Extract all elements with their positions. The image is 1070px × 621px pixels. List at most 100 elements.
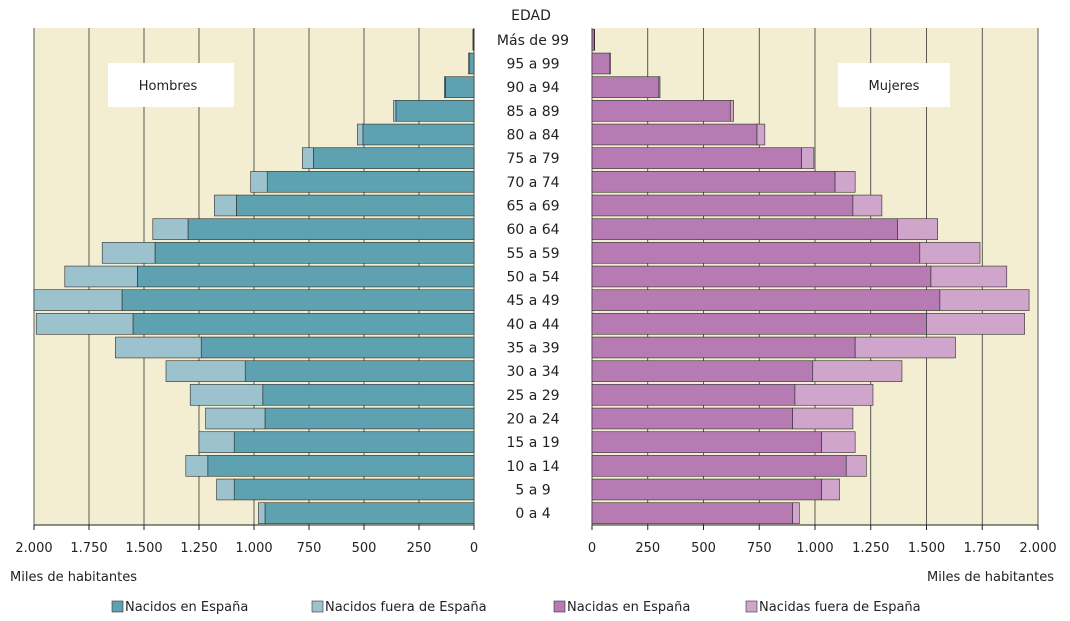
age-group-label: 95 a 99 xyxy=(506,57,559,73)
men-bar-foreign xyxy=(443,76,446,98)
women-bar-foreign xyxy=(756,123,766,146)
men-tick-label: 1.750 xyxy=(70,541,107,556)
men-bar-foreign xyxy=(250,171,268,193)
legend-swatch-women-foreign xyxy=(745,600,758,613)
women-tick-label: 250 xyxy=(635,541,660,556)
age-group-label: 50 a 54 xyxy=(506,270,559,286)
women-bar-native xyxy=(591,360,814,382)
age-group-label: 70 a 74 xyxy=(506,175,559,191)
age-group-label: 10 a 14 xyxy=(506,459,559,475)
legend-label-women-native: Nacidas en España xyxy=(567,600,690,615)
women-tick-label: 750 xyxy=(747,541,772,556)
age-group-label: 60 a 64 xyxy=(506,222,559,238)
women-bar-native xyxy=(591,76,660,98)
women-panel-label-box: Mujeres xyxy=(838,63,950,107)
women-panel-label: Mujeres xyxy=(869,79,920,94)
men-bar-native xyxy=(132,313,475,335)
men-bar-foreign xyxy=(185,455,209,477)
men-bar-native xyxy=(362,123,475,146)
legend-label-women-foreign: Nacidas fuera de España xyxy=(759,600,921,615)
men-bar-native xyxy=(244,360,475,382)
men-bar-foreign xyxy=(64,265,138,288)
men-bar-foreign xyxy=(357,123,364,146)
men-bar-native xyxy=(154,242,475,264)
men-bar-native xyxy=(200,336,475,359)
age-group-label: 75 a 79 xyxy=(506,151,559,167)
men-tick-label: 250 xyxy=(407,541,432,556)
men-panel-label-box: Hombres xyxy=(108,63,234,107)
women-tick-label: 1.500 xyxy=(908,541,945,556)
men-tick-label: 1.000 xyxy=(235,541,272,556)
women-tick-label: 1.250 xyxy=(852,541,889,556)
age-group-labels: Más de 99 95 a 99 90 a 94 85 a 89 80 a 84 75 … xyxy=(497,33,569,522)
age-group-label: 55 a 59 xyxy=(506,246,559,262)
women-bar-foreign xyxy=(729,100,734,122)
women-tick-label: 500 xyxy=(691,541,716,556)
men-panel-label-background xyxy=(108,63,234,107)
women-bar-foreign xyxy=(919,242,981,264)
men-bar-native xyxy=(233,431,475,453)
legend-swatch-men-foreign xyxy=(311,600,324,613)
women-bar-native xyxy=(591,455,847,477)
men-bar-foreign xyxy=(189,384,264,406)
women-panel-label-background xyxy=(838,63,950,107)
legend-item-women-native: Nacidas en España xyxy=(553,600,690,615)
men-bar-foreign xyxy=(214,194,237,217)
men-bar-foreign xyxy=(35,313,134,335)
women-bar-foreign xyxy=(609,52,611,75)
women-bar-foreign xyxy=(792,502,800,524)
women-bar-foreign xyxy=(794,384,874,406)
men-bar-native xyxy=(207,455,475,477)
women-bar-native xyxy=(591,123,758,146)
men-bar-foreign xyxy=(258,502,266,524)
women-bar-foreign xyxy=(801,147,815,169)
men-bar-native xyxy=(266,171,475,193)
age-group-label: 20 a 24 xyxy=(506,412,559,428)
men-tick-label: 0 xyxy=(470,541,478,556)
men-bar-native xyxy=(262,384,475,406)
men-tick-label: 500 xyxy=(352,541,377,556)
men-bar-foreign xyxy=(115,336,202,359)
men-bar-foreign xyxy=(33,289,123,311)
men-bar-native xyxy=(395,100,475,122)
men-bar-native xyxy=(264,407,475,430)
women-bar-native xyxy=(591,29,595,51)
women-bar-native xyxy=(591,407,793,430)
men-bar-foreign xyxy=(302,147,314,169)
women-tick-label: 1.000 xyxy=(796,541,833,556)
women-tick-label: 2.000 xyxy=(1019,541,1056,556)
women-bar-native xyxy=(591,171,836,193)
legend-swatch-women-native xyxy=(553,600,566,613)
age-group-label: 0 a 4 xyxy=(515,506,550,522)
men-bar-native xyxy=(187,218,475,240)
men-bar-native xyxy=(445,76,475,98)
women-bar-foreign xyxy=(939,289,1030,311)
age-group-label: 65 a 69 xyxy=(506,199,559,215)
legend-item-women-foreign: Nacidas fuera de España xyxy=(745,600,921,615)
women-bar-foreign xyxy=(658,76,661,98)
men-axis-unit-label: Miles de habitantes xyxy=(10,570,137,585)
women-bar-native xyxy=(591,289,941,311)
legend-label-men-native: Nacidos en España xyxy=(125,600,248,615)
women-bar-native xyxy=(591,100,731,122)
women-bar-foreign xyxy=(852,194,883,217)
men-bar-native xyxy=(264,502,475,524)
men-bar-native xyxy=(121,289,475,311)
men-bar-foreign xyxy=(468,52,470,75)
women-bar-native xyxy=(591,265,932,288)
women-bar-foreign xyxy=(926,313,1025,335)
legend-swatch-men-native xyxy=(111,600,124,613)
legend: Nacidos en España Nacidos fuera de Españ… xyxy=(111,600,921,615)
men-bar-native xyxy=(233,478,475,501)
women-bar-foreign xyxy=(812,360,903,382)
men-bar-foreign xyxy=(101,242,156,264)
women-bar-native xyxy=(591,52,611,75)
age-group-label: 35 a 39 xyxy=(506,341,559,357)
age-group-label: 90 a 94 xyxy=(506,80,559,96)
women-bar-foreign xyxy=(834,171,856,193)
men-bar-native xyxy=(137,265,475,288)
age-group-label: 45 a 49 xyxy=(506,293,559,309)
men-tick-label: 750 xyxy=(297,541,322,556)
legend-label-men-foreign: Nacidos fuera de España xyxy=(325,600,487,615)
men-bar-foreign xyxy=(198,431,235,453)
